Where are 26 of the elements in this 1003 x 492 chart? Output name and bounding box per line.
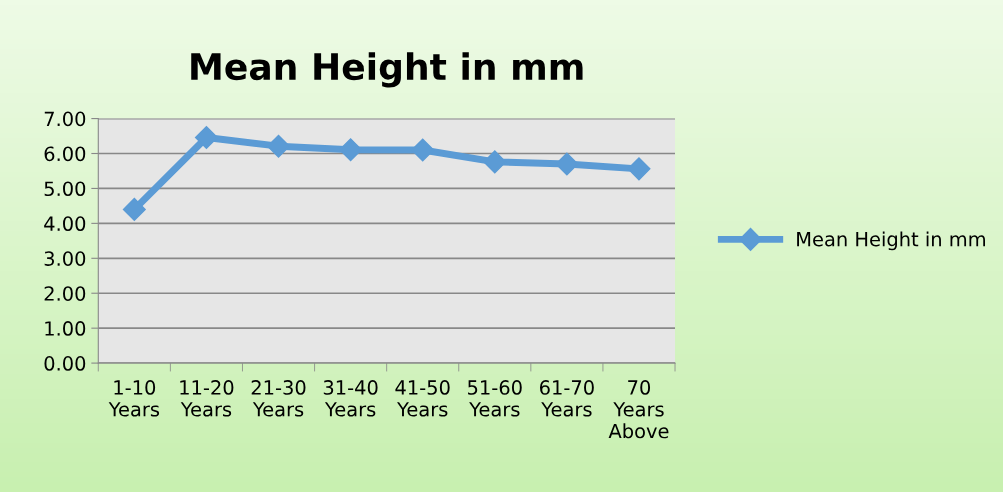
y-tick-label: 1.00 <box>45 321 86 336</box>
point <box>339 138 363 162</box>
point <box>627 157 651 181</box>
y-tick-label: 6.00 <box>44 146 86 162</box>
x-tick-label: 11-20 Years <box>180 380 234 417</box>
point <box>411 138 435 162</box>
x-tick-label: 51-60 Years <box>468 380 522 417</box>
point <box>483 150 507 174</box>
y-tick-label: 7.00 <box>44 111 86 127</box>
point <box>267 134 291 158</box>
x-tick-label: 41-50 Years <box>395 380 450 417</box>
y-tick-label: 2.00 <box>44 286 86 301</box>
y-tick-label: 3.00 <box>44 251 86 266</box>
point <box>194 125 218 149</box>
chart-title: Mean Height in mm <box>191 52 583 88</box>
point <box>555 152 579 176</box>
x-tick-label: 70 Years Above <box>608 380 669 439</box>
x-tick-label: 1-10 Years <box>108 380 160 417</box>
x-tick-label: 61-70 Years <box>539 380 594 417</box>
x-tick-label: 31-40 Years <box>323 380 378 417</box>
y-tick-label: 5.00 <box>44 181 86 197</box>
point <box>122 197 146 221</box>
legend-label: Mean Height in mm <box>797 231 985 251</box>
y-tick-label: 0.00 <box>44 356 86 371</box>
x-tick-label: 21-30 Years <box>251 380 306 417</box>
y-tick-label: 4.00 <box>44 216 86 232</box>
